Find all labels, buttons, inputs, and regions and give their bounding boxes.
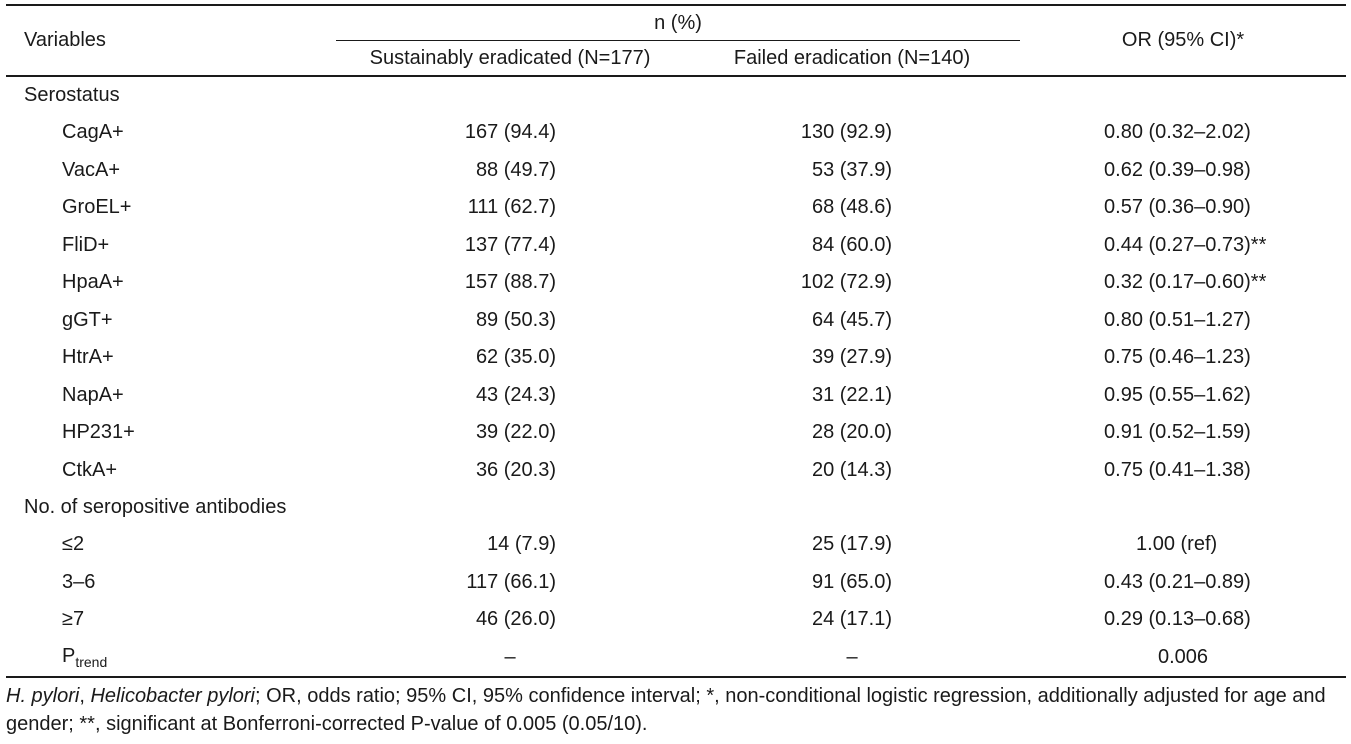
table-row: ≥7 46 (26.0) 24 (17.1) 0.29 (0.13–0.68) [6, 601, 1346, 639]
row-eradicated: 111 (62.7) [467, 196, 556, 219]
row-or-ci: 0.75 (0.41–1.38) [1104, 458, 1251, 481]
table-row: HP231+ 39 (22.0) 28 (20.0) 0.91 (0.52–1.59) [6, 414, 1346, 452]
row-variable: NapA+ [62, 383, 124, 406]
table-row: CtkA+ 36 (20.3) 20 (14.3) 0.75 (0.41–1.38) [6, 452, 1346, 490]
row-variable: gGT+ [62, 308, 113, 331]
row-or-ci: 0.80 (0.32–2.02) [1104, 121, 1251, 144]
row-or-ci: 0.75 (0.46–1.23) [1104, 346, 1251, 369]
row-eradicated: 167 (94.4) [464, 121, 556, 144]
row-or-ci: 0.29 (0.13–0.68) [1104, 608, 1251, 631]
results-table: Variables n (%) OR (95% CI)* Sustainably… [6, 4, 1347, 678]
row-eradicated: 36 (20.3) [475, 458, 556, 481]
row-variable: GroEL+ [62, 196, 132, 219]
row-or-ci: 0.95 (0.55–1.62) [1104, 383, 1251, 406]
group-label: Serostatus [24, 84, 120, 106]
header-col-b: Failed eradication (N=140) [684, 40, 1021, 77]
header-or: OR (95% CI)* [1020, 4, 1347, 77]
header-row-2: Sustainably eradicated (N=177) Failed er… [6, 40, 1346, 77]
row-eradicated: 157 (88.7) [464, 271, 556, 294]
footnote: H. pylori, Helicobacter pylori; OR, odds… [6, 682, 1346, 738]
row-variable: CtkA+ [62, 458, 118, 481]
ptrend-failed: – [684, 638, 1021, 678]
row-eradicated: 137 (77.4) [464, 233, 556, 256]
group-row: No. of seropositive antibodies [6, 489, 1346, 526]
row-eradicated: 117 (66.1) [466, 570, 556, 593]
table-row: GroEL+ 111 (62.7) 68 (48.6) 0.57 (0.36–0.90… [6, 189, 1346, 227]
footnote-sep: , [79, 685, 91, 707]
row-failed: 39 (27.9) [811, 346, 893, 369]
row-eradicated: 62 (35.0) [475, 346, 556, 369]
row-failed: 64 (45.7) [811, 308, 893, 331]
row-or-ci: 0.91 (0.52–1.59) [1104, 421, 1251, 444]
row-or-ci: 0.57 (0.36–0.90) [1104, 196, 1251, 219]
row-variable: CagA+ [62, 121, 124, 144]
table-row: HpaA+ 157 (88.7) 102 (72.9) 0.32 (0.17–0.60… [6, 264, 1346, 302]
header-col-a: Sustainably eradicated (N=177) [336, 40, 684, 77]
row-or-ci: 0.43 (0.21–0.89) [1104, 570, 1251, 593]
ptrend-p: P [62, 644, 76, 667]
footnote-rest: ; OR, odds ratio; 95% CI, 95% confidence… [6, 685, 1326, 735]
row-failed: 24 (17.1) [811, 608, 893, 631]
row-failed: 53 (37.9) [811, 158, 893, 181]
row-or-ci: 0.32 (0.17–0.60)** [1104, 271, 1267, 294]
row-variable: HP231+ [62, 421, 135, 444]
row-eradicated: 89 (50.3) [475, 308, 556, 331]
table-row: 3–6 117 (66.1) 91 (65.0) 0.43 (0.21–0.89) [6, 564, 1346, 602]
table-row: ≤2 14 (7.9) 25 (17.9) 1.00 (ref) [6, 526, 1346, 564]
row-failed: 31 (22.1) [811, 383, 893, 406]
row-variable: HtrA+ [62, 346, 114, 369]
row-or-ci: 0.62 (0.39–0.98) [1104, 158, 1251, 181]
table-row: FliD+ 137 (77.4) 84 (60.0) 0.44 (0.27–0.73)… [6, 227, 1346, 265]
table-row: CagA+ 167 (94.4) 130 (92.9) 0.80 (0.32–2.02… [6, 114, 1346, 152]
ptrend-row: Ptrend – –0.006 [6, 638, 1347, 678]
header-variables: Variables [6, 4, 336, 77]
row-eradicated: 88 (49.7) [475, 158, 556, 181]
row-eradicated: 46 (26.0) [475, 608, 556, 631]
ptrend-eradicated: – [336, 638, 684, 678]
ptrend-or: 0.006 [1020, 638, 1347, 678]
row-failed: 68 (48.6) [811, 196, 893, 219]
row-variable: VacA+ [62, 158, 120, 181]
group-label: No. of seropositive antibodies [24, 496, 287, 518]
row-failed: 25 (17.9) [811, 533, 893, 556]
row-failed: 20 (14.3) [811, 458, 893, 481]
row-or-ci: 0.80 (0.51–1.27) [1104, 308, 1251, 331]
row-variable: FliD+ [62, 233, 110, 256]
row-failed: 28 (20.0) [811, 421, 893, 444]
row-variable: ≤2 [62, 533, 85, 556]
ptrend-label: Ptrend [6, 638, 336, 678]
table-row: NapA+ 43 (24.3) 31 (22.1) 0.95 (0.55–1.62) [6, 377, 1346, 415]
header-row-1: Variables n (%) OR (95% CI)* [6, 4, 1347, 77]
row-or-ci: 1.00 (ref) [1136, 533, 1218, 556]
table-row: VacA+ 88 (49.7) 53 (37.9) 0.62 (0.39–0.98) [6, 152, 1346, 190]
row-eradicated: 39 (22.0) [475, 421, 556, 444]
row-or-ci: 0.44 (0.27–0.73)** [1104, 233, 1267, 256]
row-eradicated: 43 (24.3) [475, 383, 556, 406]
row-eradicated: 14 (7.9) [487, 533, 556, 556]
row-variable: 3–6 [62, 570, 96, 593]
table-row: HtrA+ 62 (35.0) 39 (27.9) 0.75 (0.46–1.23) [6, 339, 1346, 377]
row-variable: HpaA+ [62, 271, 124, 294]
table-row: gGT+ 89 (50.3) 64 (45.7) 0.80 (0.51–1.27) [6, 302, 1346, 340]
row-variable: ≥7 [62, 608, 85, 631]
row-failed: 102 (72.9) [800, 271, 893, 294]
row-failed: 91 (65.0) [811, 570, 893, 593]
footnote-hp-full: Helicobacter pylori [90, 685, 255, 707]
group-row: Serostatus [6, 76, 1346, 114]
table-figure: Variables n (%) OR (95% CI)* Sustainably… [6, 4, 1347, 738]
footnote-hp-abbrev: H. pylori [6, 685, 80, 707]
row-failed: 84 (60.0) [811, 233, 893, 256]
header-n-pct: n (%) [336, 4, 1021, 41]
row-failed: 130 (92.9) [800, 121, 893, 144]
ptrend-sub: trend [75, 653, 108, 670]
